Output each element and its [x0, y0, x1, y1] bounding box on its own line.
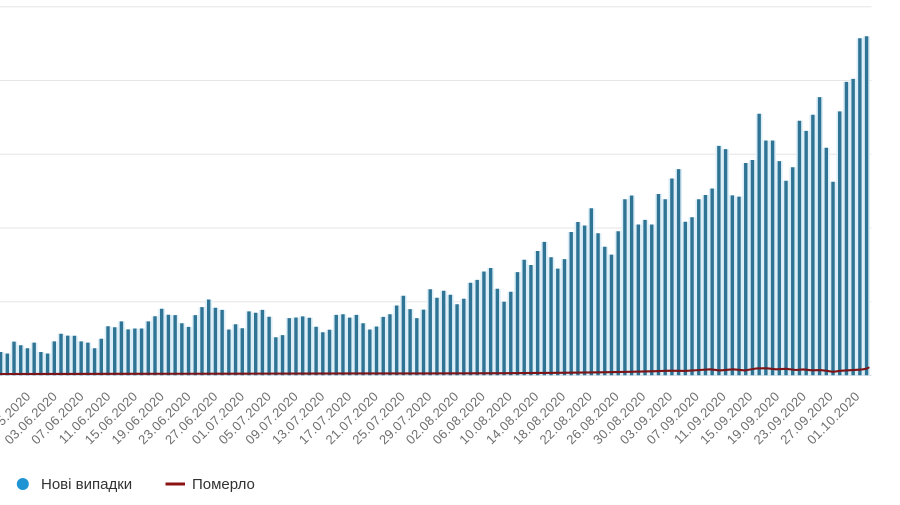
svg-text:Померло: Померло [192, 476, 255, 493]
svg-text:Нові випадки: Нові випадки [41, 476, 132, 493]
